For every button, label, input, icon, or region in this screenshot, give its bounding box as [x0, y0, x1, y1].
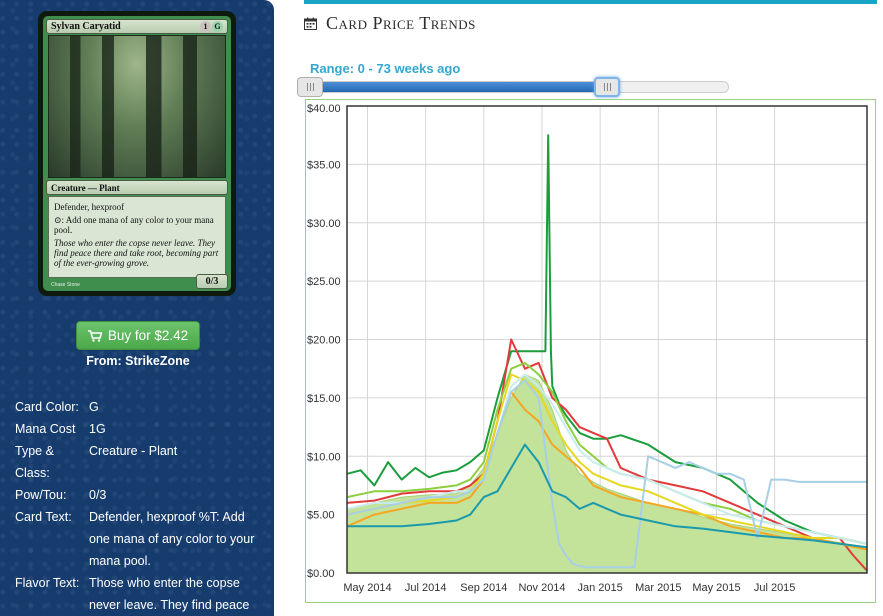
- x-tick-label: May 2015: [692, 582, 740, 594]
- y-tick-label: $40.00: [307, 103, 341, 115]
- detail-value: Those who enter the copse never leave. T…: [89, 576, 250, 612]
- price-chart: $0.00 $5.00 $10.00 $15.00 $20.00 $25.00 $30.00…: [305, 99, 876, 603]
- card-flavor-text: Those who enter the copse never leave. T…: [54, 238, 219, 268]
- y-tick-label: $15.00: [307, 393, 341, 405]
- x-tick-label: Jul 2015: [754, 582, 796, 594]
- x-tick-label: Jul 2014: [405, 582, 447, 594]
- header-rule: [304, 0, 877, 4]
- card-rules-text: Defender, hexproof: [54, 202, 125, 212]
- card-details-list: Card Color: G Mana Cost 1G Type & Class:…: [15, 396, 265, 616]
- price-series-line-2: [346, 391, 868, 551]
- card-name: Sylvan Caryatid: [51, 21, 121, 32]
- y-tick-label: $10.00: [307, 451, 341, 463]
- detail-label: Card Color:: [15, 400, 79, 414]
- detail-row-type: Type & Class: Creature - Plant: [15, 440, 265, 484]
- card-text-box: Defender, hexproof ⊙: Add one mana of an…: [48, 196, 226, 278]
- price-series-line-1: [346, 338, 868, 572]
- range-slider-start-handle[interactable]: [297, 77, 323, 97]
- detail-label: Flavor Text:: [15, 576, 80, 590]
- card-power-toughness: 0/3: [196, 274, 228, 289]
- buy-button-label: Buy for $2.42: [107, 328, 189, 343]
- calendar-icon: [304, 17, 317, 30]
- section-title: Card Price Trends: [326, 13, 476, 33]
- x-tick-label: May 2014: [343, 582, 391, 594]
- y-tick-label: $5.00: [307, 510, 335, 522]
- card-type-line: Creature — Plant: [46, 180, 228, 195]
- mana-green-icon: G: [212, 21, 223, 32]
- section-header: Card Price Trends: [304, 13, 476, 34]
- range-slider[interactable]: [297, 77, 729, 97]
- detail-row-color: Card Color: G: [15, 396, 265, 418]
- y-tick-label: $25.00: [307, 276, 341, 288]
- detail-label: Pow/Tou:: [15, 488, 67, 502]
- card-ability-text: ⊙: Add one mana of any color to your man…: [54, 215, 214, 235]
- price-trends-panel: Card Price Trends Range: 0 - 73 weeks ag…: [276, 0, 883, 616]
- range-slider-end-handle[interactable]: [594, 77, 621, 97]
- plot-border: [346, 105, 868, 574]
- x-tick-label: Sep 2014: [460, 582, 507, 594]
- detail-label: Card Text:: [15, 510, 72, 524]
- detail-row-pow-tou: Pow/Tou: 0/3: [15, 484, 265, 506]
- range-label: Range: 0 - 73 weeks ago: [310, 61, 461, 76]
- x-tick-label: Jan 2015: [578, 582, 623, 594]
- y-tick-label: $30.00: [307, 218, 341, 230]
- detail-label: Type & Class:: [15, 444, 54, 480]
- card-image: Sylvan Caryatid 1 G Creature — Plant Def…: [38, 11, 236, 296]
- price-series-line-6: [346, 379, 867, 569]
- card-mana-cost: 1 G: [200, 21, 223, 32]
- detail-label: Mana Cost: [15, 422, 76, 436]
- detail-value: Defender, hexproof %T: Add one mana of a…: [89, 510, 255, 568]
- y-tick-label: $20.00: [307, 335, 341, 347]
- x-tick-label: Mar 2015: [635, 582, 681, 594]
- shopping-cart-icon: [87, 329, 102, 342]
- detail-value: 0/3: [89, 488, 107, 502]
- price-series-line-7: [347, 443, 868, 549]
- detail-row-mana-cost: Mana Cost 1G: [15, 418, 265, 440]
- detail-row-flavor-text: Flavor Text: Those who enter the copse n…: [15, 572, 265, 616]
- card-frame: Sylvan Caryatid 1 G Creature — Plant Def…: [43, 16, 231, 291]
- detail-value: Creature - Plant: [89, 444, 178, 458]
- card-name-bar: Sylvan Caryatid 1 G: [46, 19, 228, 34]
- mana-generic-icon: 1: [200, 21, 211, 32]
- price-chart-svg: $0.00 $5.00 $10.00 $15.00 $20.00 $25.00 $30.00…: [307, 103, 868, 594]
- card-artist: Chase Stone: [51, 282, 80, 288]
- detail-value: G: [89, 400, 99, 414]
- card-art: [48, 35, 226, 178]
- detail-value: 1G: [89, 422, 106, 436]
- range-slider-fill: [307, 82, 609, 92]
- y-tick-label: $35.00: [307, 159, 341, 171]
- buy-button[interactable]: Buy for $2.42: [76, 321, 200, 350]
- detail-row-card-text: Card Text: Defender, hexproof %T: Add on…: [15, 506, 265, 572]
- y-tick-label: $0.00: [307, 568, 335, 580]
- x-tick-label: Nov 2014: [518, 582, 565, 594]
- buy-source: From: StrikeZone: [86, 354, 190, 368]
- card-sidebar: Sylvan Caryatid 1 G Creature — Plant Def…: [0, 0, 274, 616]
